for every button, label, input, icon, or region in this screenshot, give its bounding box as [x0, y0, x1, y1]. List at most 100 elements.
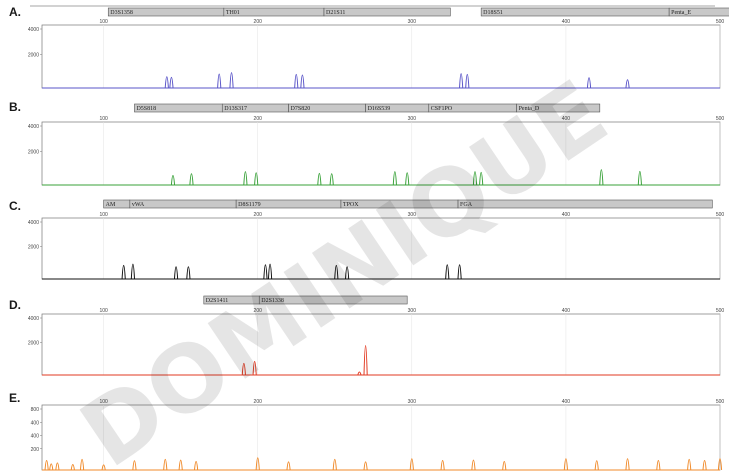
peak	[445, 264, 450, 280]
locus-label: D21S11	[326, 10, 345, 16]
peak	[457, 264, 462, 280]
x-tick-label: 100	[99, 399, 108, 405]
y-tick-label: 200	[31, 447, 40, 453]
panel-label: A.	[9, 5, 21, 19]
x-tick-label: 300	[408, 19, 417, 25]
peak	[169, 76, 174, 89]
y-tick-label: 4000	[28, 124, 39, 130]
x-tick-label: 200	[254, 212, 263, 218]
panels-group: A. D3S1358 TH01 D21S11 D18S51 Penta_E 100 200 30…	[9, 5, 729, 471]
x-tick-label: 300	[408, 399, 417, 405]
peak	[702, 459, 707, 471]
y-tick-label: 2000	[28, 53, 39, 59]
y-tick-label: 4000	[28, 316, 39, 322]
x-tick-label: 100	[99, 116, 108, 122]
panel-3: C. AM vWA D8S1179 TPOX FGA 100 200 300 400 500 4000…	[9, 199, 724, 280]
peak	[329, 173, 334, 186]
peak	[164, 76, 169, 89]
x-tick-label: 200	[254, 19, 263, 25]
peak	[594, 460, 599, 471]
peak	[625, 79, 630, 89]
peak	[459, 73, 464, 89]
x-tick-label: 200	[254, 116, 263, 122]
panel-label: C.	[9, 199, 21, 213]
peak	[163, 458, 168, 471]
locus-label: Penta_D	[519, 106, 540, 112]
peak	[243, 171, 248, 186]
panel-2: B. D5S818 D13S317 D7S820 D16S539 CSF1PO Penta_…	[9, 100, 725, 186]
peak	[132, 460, 137, 471]
locus-box	[668, 7, 729, 17]
x-tick-label: 500	[716, 116, 725, 122]
x-tick-label: 500	[716, 308, 725, 314]
locus-label: D18S51	[483, 10, 503, 16]
peak	[409, 458, 414, 471]
peak	[405, 172, 410, 186]
peak	[189, 173, 194, 186]
locus-box	[258, 295, 408, 305]
peak	[263, 264, 268, 280]
locus-label: D2S1338	[261, 298, 284, 304]
peak	[440, 459, 445, 471]
y-tick-label: 400	[31, 434, 40, 440]
locus-label: D16S539	[368, 106, 391, 112]
peak	[286, 461, 291, 471]
locus-box	[457, 199, 713, 209]
peak	[44, 459, 49, 471]
locus-label: vWA	[132, 202, 145, 208]
peak	[241, 362, 246, 376]
x-tick-label: 300	[408, 212, 417, 218]
x-tick-label: 400	[562, 19, 571, 25]
locus-box	[129, 199, 237, 209]
peak	[363, 345, 368, 376]
locus-label: FGA	[460, 202, 473, 208]
locus-label: D8S1179	[238, 202, 260, 208]
y-tick-label: 2000	[28, 341, 39, 347]
x-tick-label: 500	[716, 399, 725, 405]
locus-box	[323, 7, 451, 17]
peak	[334, 264, 339, 280]
peak	[70, 464, 75, 471]
peak	[170, 174, 176, 186]
peak	[229, 72, 234, 89]
locus-label: TH01	[226, 10, 240, 16]
peak	[217, 73, 222, 89]
locus-box	[480, 7, 670, 17]
locus-label: D7S820	[291, 106, 311, 112]
x-tick-label: 200	[254, 308, 263, 314]
peak	[471, 459, 476, 471]
peak	[625, 458, 630, 471]
peak	[186, 266, 191, 280]
peak	[345, 266, 350, 280]
locus-label: TPOX	[343, 202, 359, 208]
peak	[121, 264, 126, 280]
peak	[392, 171, 397, 186]
locus-label: Penta_E	[671, 10, 691, 16]
panel-5: E. 100 200 300 400 500 800 400 400 200	[9, 391, 725, 471]
locus-label: AM	[106, 202, 116, 208]
peak	[465, 73, 470, 89]
peak	[472, 171, 478, 186]
peak	[586, 77, 592, 89]
peak	[173, 266, 179, 280]
x-tick-label: 100	[99, 19, 108, 25]
x-tick-label: 400	[562, 116, 571, 122]
peak	[79, 458, 85, 471]
peak	[130, 263, 136, 280]
peak	[357, 371, 362, 376]
y-tick-label: 800	[31, 407, 40, 413]
x-tick-label: 100	[99, 212, 108, 218]
locus-label: D13S317	[224, 106, 247, 112]
x-tick-label: 300	[408, 308, 417, 314]
panel-1: A. D3S1358 TH01 D21S11 D18S51 Penta_E 100 200 30…	[9, 5, 729, 89]
peak	[49, 463, 54, 471]
peak	[479, 171, 484, 186]
x-tick-label: 400	[562, 399, 571, 405]
y-tick-label: 2000	[28, 245, 39, 251]
peak	[637, 170, 642, 186]
panel-label: B.	[9, 100, 21, 114]
peak	[317, 172, 322, 186]
peak	[599, 169, 604, 186]
peak	[267, 263, 273, 280]
